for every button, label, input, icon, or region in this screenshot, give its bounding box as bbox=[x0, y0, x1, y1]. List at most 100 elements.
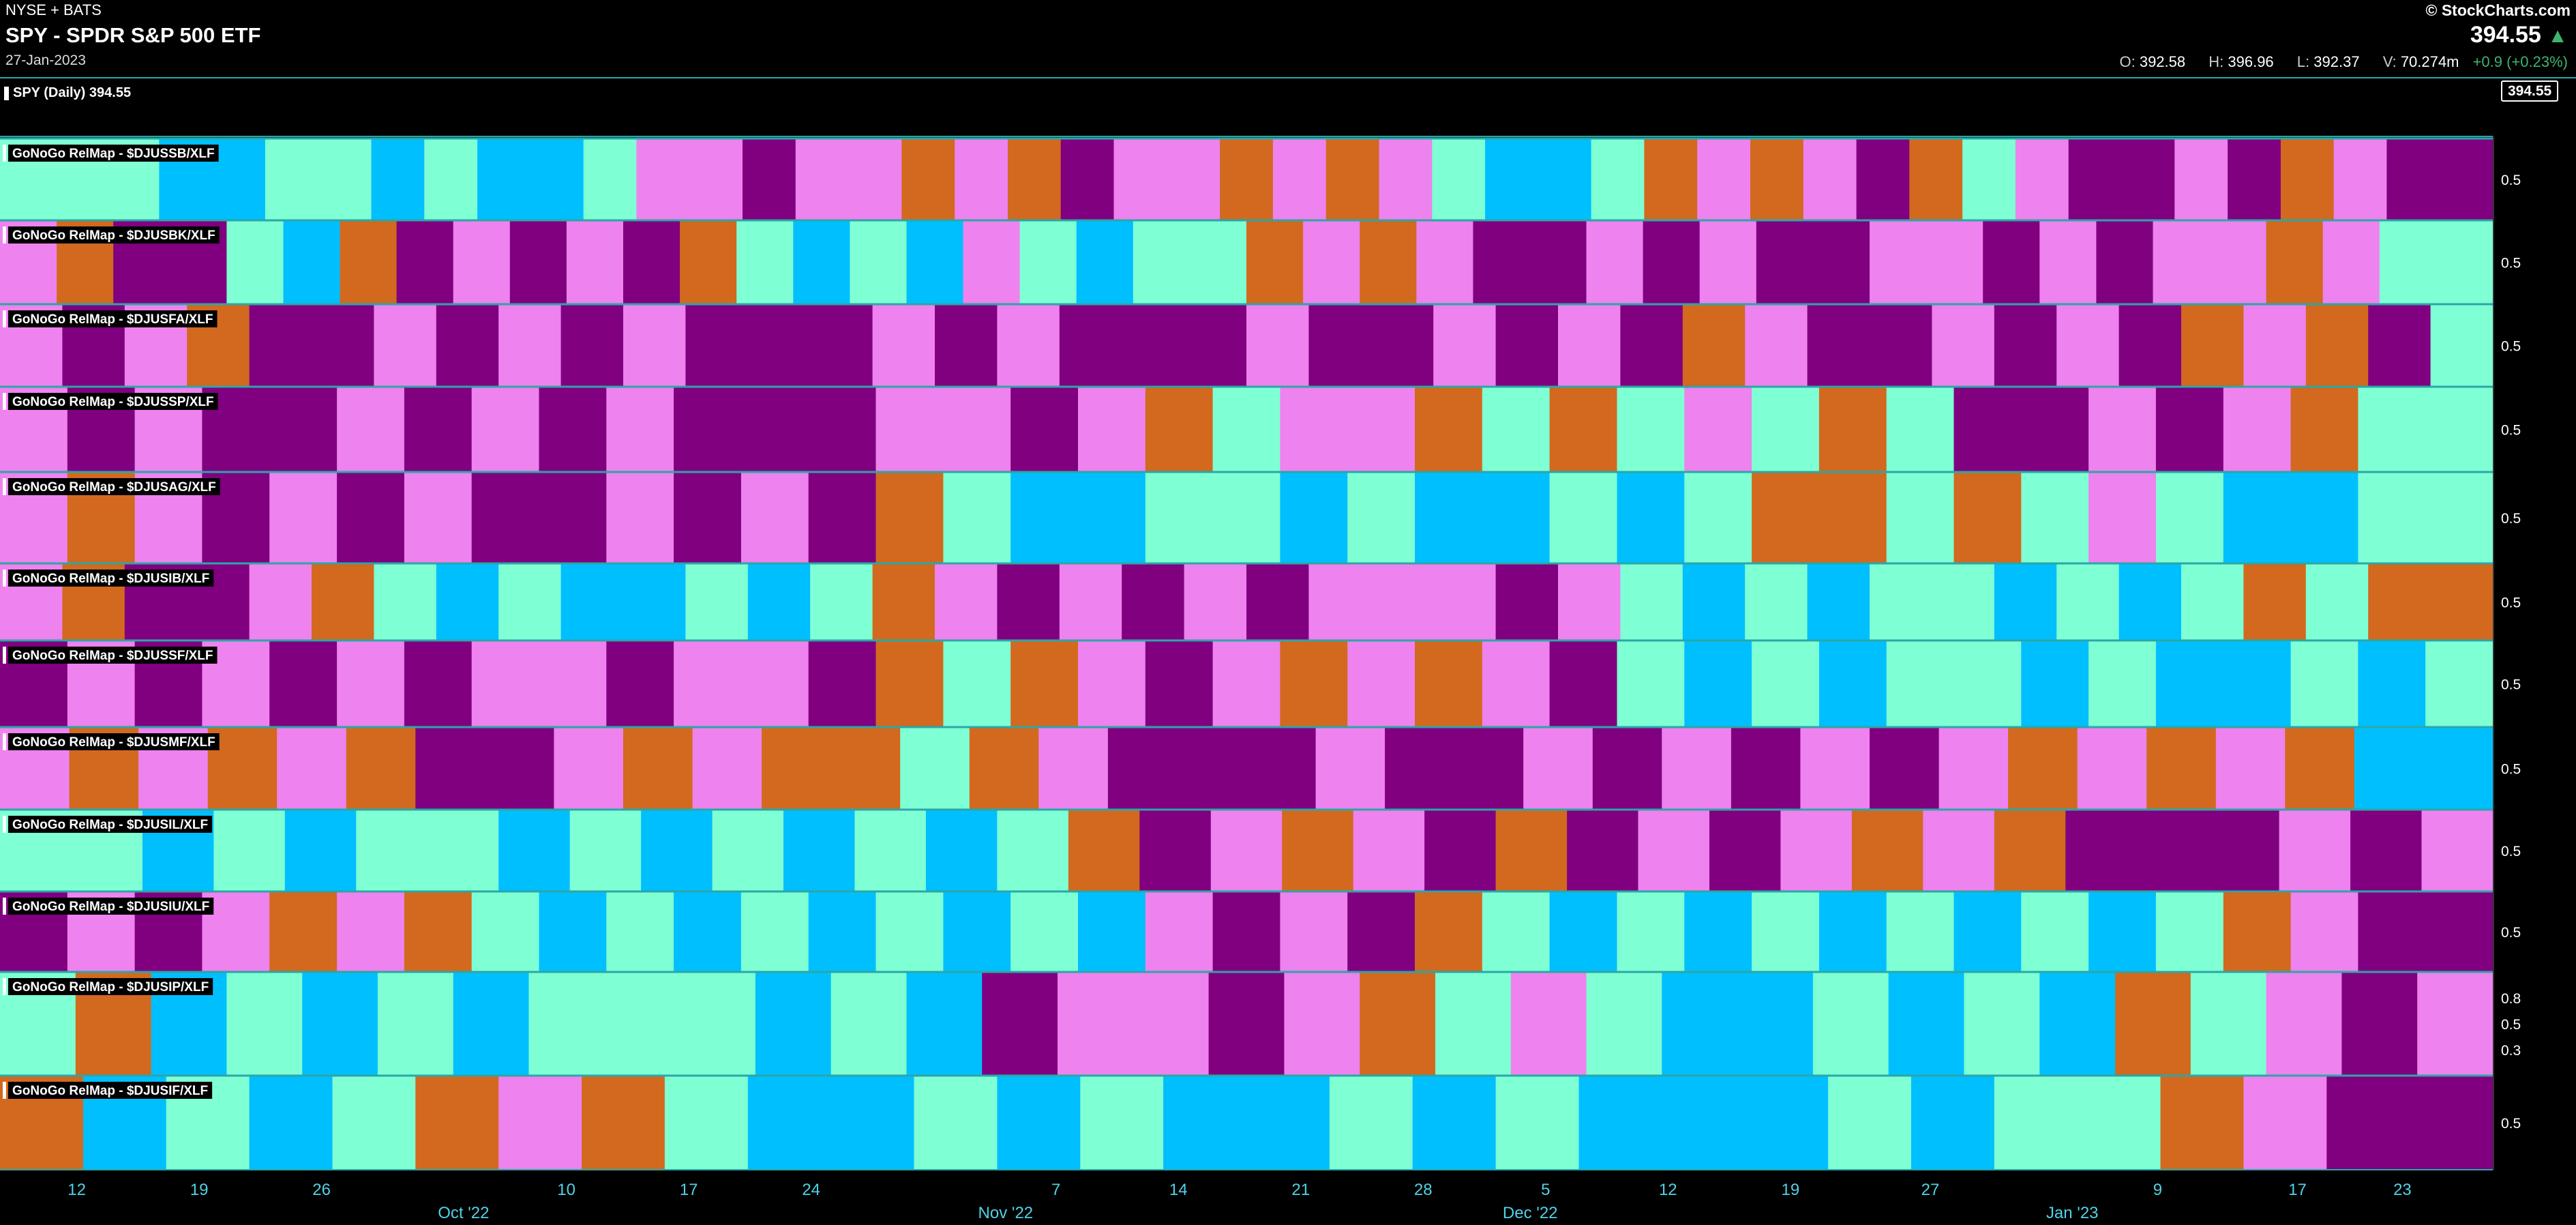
heatmap-cell bbox=[963, 221, 1021, 304]
heatmap-cell bbox=[1482, 641, 1551, 726]
heatmap-cell bbox=[269, 892, 338, 971]
heatmap-cell bbox=[1620, 305, 1683, 386]
heatmap-cell bbox=[712, 810, 784, 891]
heatmap-cell bbox=[1347, 892, 1416, 971]
heatmap-cell bbox=[1953, 387, 2089, 471]
row-label-marker bbox=[3, 570, 6, 587]
heatmap-cell bbox=[1078, 387, 1146, 471]
heatmap-cell bbox=[935, 305, 998, 386]
heatmap-cell bbox=[2065, 810, 2280, 891]
heatmap-cell bbox=[1495, 1076, 1580, 1169]
heatmap-cell bbox=[1280, 473, 1348, 563]
heatmap-cell bbox=[900, 728, 970, 809]
heatmap-cell bbox=[1578, 1076, 1829, 1169]
heatmap-cell bbox=[284, 810, 357, 891]
heatmap-cell bbox=[1752, 387, 1820, 471]
heatmap-cell bbox=[2322, 221, 2380, 304]
heatmap-cell bbox=[374, 564, 437, 640]
heatmap-cell bbox=[2015, 139, 2069, 220]
heatmap-cell bbox=[2056, 564, 2120, 640]
heatmap-cell bbox=[1347, 641, 1416, 726]
heatmap-cell bbox=[1184, 564, 1247, 640]
heatmap-cell bbox=[2155, 387, 2224, 471]
row-label-marker bbox=[3, 1082, 6, 1099]
heatmap-cell bbox=[2096, 221, 2154, 304]
heatmap-cell bbox=[1415, 641, 1483, 726]
row-label-background bbox=[8, 898, 214, 915]
row-label-background bbox=[8, 570, 214, 587]
heatmap-cell bbox=[1068, 810, 1140, 891]
heatmap-cell bbox=[1586, 973, 1662, 1075]
heatmap-cell bbox=[312, 564, 374, 640]
heatmap-cell bbox=[680, 221, 737, 304]
heatmap-cell bbox=[566, 221, 624, 304]
heatmap-cell bbox=[1379, 139, 1433, 220]
heatmap-cell bbox=[982, 973, 1058, 1075]
heatmap-cell bbox=[404, 641, 473, 726]
heatmap-cell bbox=[1485, 139, 1592, 220]
heatmap-cell bbox=[1303, 221, 1360, 304]
copyright[interactable]: © StockCharts.com bbox=[2425, 1, 2571, 19]
heatmap-cell bbox=[1329, 1076, 1413, 1169]
heatmap-cell bbox=[1953, 473, 2022, 563]
row-label: GoNoGo RelMap - $DJUSIL/XLF bbox=[12, 818, 208, 832]
row-label-background bbox=[8, 816, 213, 833]
heatmap-cell bbox=[415, 1076, 499, 1169]
heatmap-cell bbox=[2341, 973, 2418, 1075]
row-label-marker bbox=[3, 393, 6, 410]
heatmap-cell bbox=[1938, 728, 2009, 809]
heatmap-cell bbox=[2421, 810, 2493, 891]
heatmap-cell bbox=[560, 564, 686, 640]
row-label-marker bbox=[3, 226, 6, 243]
heatmap-cell bbox=[2160, 1076, 2244, 1169]
heatmap-cell bbox=[1076, 221, 1134, 304]
heatmap-cell bbox=[1360, 973, 1436, 1075]
heatmap-cell bbox=[1620, 564, 1683, 640]
heatmap-cell bbox=[1800, 728, 1870, 809]
heatmap-cell bbox=[1684, 473, 1752, 563]
x-tick-label: 12 bbox=[68, 1181, 86, 1199]
heatmap-cell bbox=[1567, 810, 1639, 891]
heatmap-cell bbox=[2290, 387, 2358, 471]
heatmap-cell bbox=[471, 641, 607, 726]
x-tick-label: 26 bbox=[312, 1181, 331, 1199]
x-tick-label: 12 bbox=[1659, 1181, 1677, 1199]
heatmap-cell bbox=[1697, 139, 1751, 220]
heatmap-cell bbox=[1038, 728, 1109, 809]
heatmap-cell bbox=[2039, 221, 2097, 304]
row-label-marker bbox=[3, 478, 6, 495]
heatmap-cell bbox=[2077, 728, 2147, 809]
heatmap-cell bbox=[1745, 305, 1808, 386]
low-label: L: bbox=[2296, 53, 2310, 70]
heatmap-cell bbox=[2368, 564, 2493, 640]
heatmap-cell bbox=[1495, 305, 1559, 386]
heatmap-cell bbox=[1385, 728, 1524, 809]
y-tick-label: 0.8 bbox=[2501, 991, 2521, 1007]
x-month-label: Oct '22 bbox=[438, 1204, 489, 1222]
heatmap-cell bbox=[2326, 1076, 2493, 1169]
x-tick-label: 27 bbox=[1921, 1181, 1940, 1199]
heatmap-cell bbox=[755, 973, 832, 1075]
heatmap-cell bbox=[2088, 892, 2157, 971]
heatmap-cell bbox=[2021, 641, 2089, 726]
heatmap-cell bbox=[528, 973, 756, 1075]
heatmap-cell bbox=[2174, 139, 2228, 220]
heatmap-cell bbox=[1886, 892, 1955, 971]
heatmap-cell bbox=[269, 641, 338, 726]
heatmap-cell bbox=[340, 221, 398, 304]
heatmap-cell bbox=[424, 139, 478, 220]
heatmap-cell bbox=[747, 1076, 915, 1169]
heatmap-cell bbox=[1592, 728, 1662, 809]
heatmap-cell bbox=[2223, 892, 2292, 971]
heatmap-cell bbox=[1886, 473, 1955, 563]
row-label-marker bbox=[3, 310, 6, 327]
heatmap-cell bbox=[1008, 139, 1062, 220]
heatmap-cell bbox=[1682, 564, 1746, 640]
heatmap-cell bbox=[539, 387, 607, 471]
heatmap-cell bbox=[207, 728, 278, 809]
heatmap-cell bbox=[1953, 892, 2022, 971]
heatmap-cell bbox=[1617, 641, 1685, 726]
row-label-background bbox=[8, 733, 220, 750]
heatmap-cell bbox=[1591, 139, 1645, 220]
heatmap-cell bbox=[997, 564, 1060, 640]
